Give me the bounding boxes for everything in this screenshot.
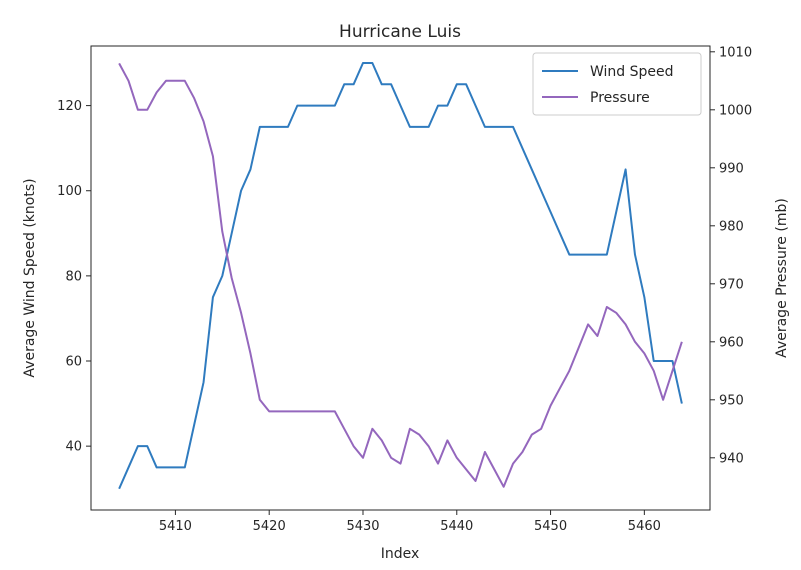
- x-axis-label: Index: [381, 546, 420, 562]
- x-tick-label: 5410: [159, 519, 192, 534]
- y-right-tick-label: 950: [719, 393, 744, 408]
- y-right-tick-label: 1010: [719, 45, 752, 60]
- y-axis-right: 940 950 960 970 980 990 1000 1010: [710, 45, 752, 466]
- plot-lines: [118, 62, 683, 490]
- y-left-tick-label: 60: [65, 355, 82, 370]
- x-tick-label: 5430: [346, 519, 379, 534]
- y-right-tick-label: 990: [719, 161, 744, 176]
- y-left-tick-label: 120: [57, 99, 82, 114]
- x-tick-label: 5460: [628, 519, 661, 534]
- series-line-pressure: [118, 62, 683, 488]
- legend-box: [532, 52, 702, 116]
- y-right-tick-label: 970: [719, 277, 744, 292]
- legend-label-pressure: Pressure: [590, 90, 650, 106]
- x-tick-label: 5450: [534, 519, 567, 534]
- y-right-tick-label: 940: [719, 451, 744, 466]
- legend-label-wind-speed: Wind Speed: [590, 64, 674, 80]
- legend: Wind Speed Pressure: [532, 52, 702, 116]
- x-axis: 5410 5420 5430 5440 5450 5460: [159, 510, 661, 534]
- y-right-tick-label: 960: [719, 335, 744, 350]
- y-axis-left-label: Average Wind Speed (knots): [22, 178, 38, 377]
- series-line-wind-speed: [118, 62, 683, 490]
- y-left-tick-label: 100: [57, 184, 82, 199]
- x-tick-label: 5440: [440, 519, 473, 534]
- y-left-tick-label: 40: [65, 440, 82, 455]
- chart-title: Hurricane Luis: [339, 22, 461, 42]
- x-tick-label: 5420: [253, 519, 286, 534]
- y-right-tick-label: 1000: [719, 103, 752, 118]
- y-left-tick-label: 80: [65, 269, 82, 284]
- y-axis-right-label: Average Pressure (mb): [774, 198, 790, 358]
- plot-frame: [90, 45, 711, 511]
- y-axis-left: 40 60 80 100 120: [57, 99, 91, 455]
- y-right-tick-label: 980: [719, 219, 744, 234]
